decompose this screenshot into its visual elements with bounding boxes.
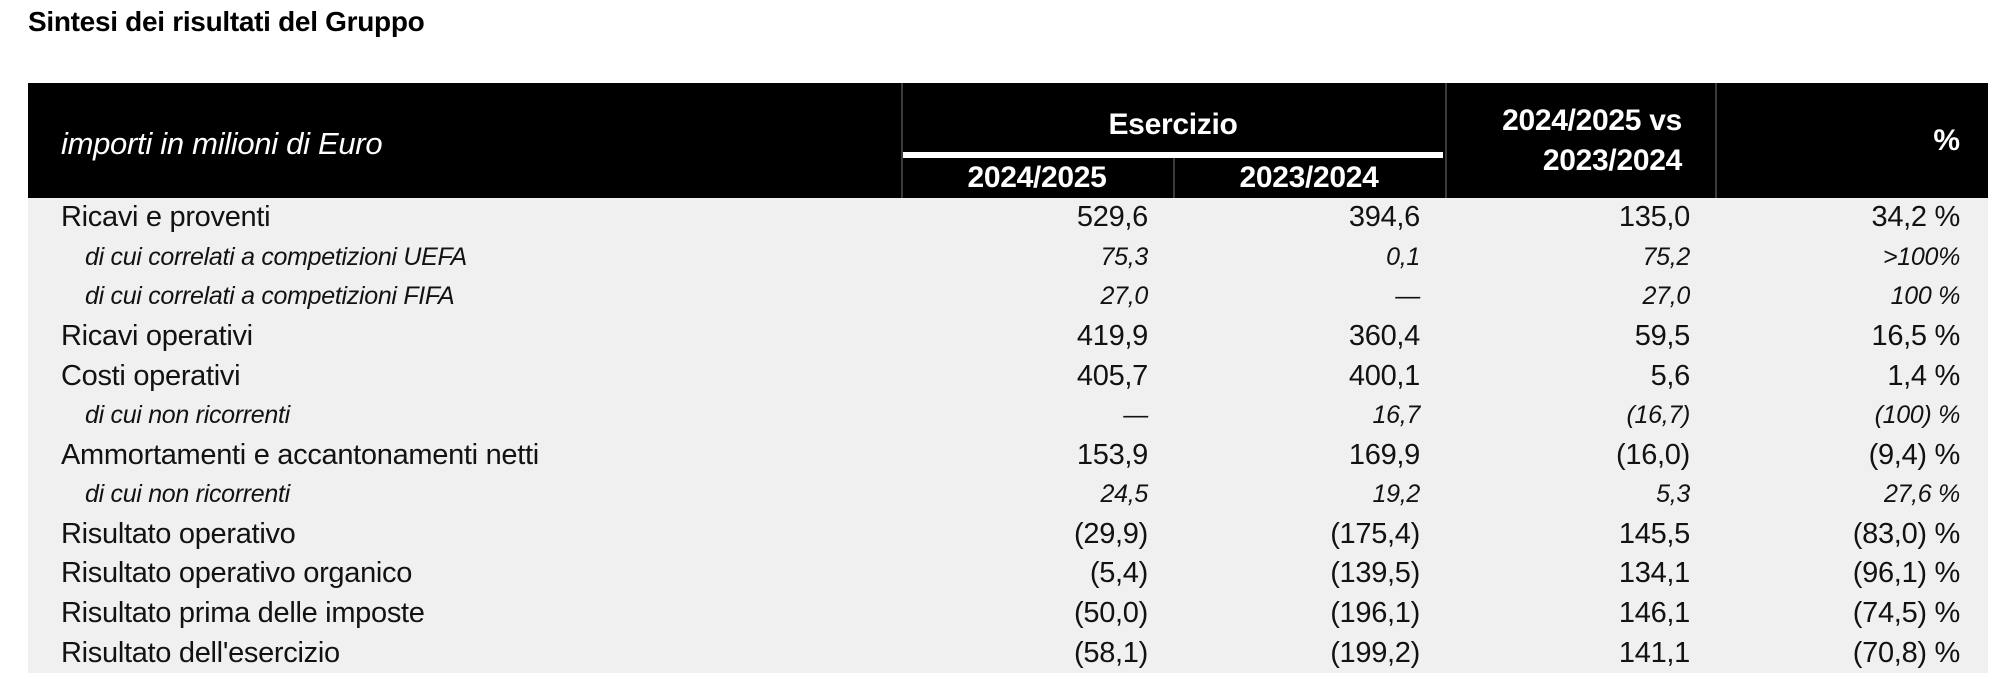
value-delta: (16,0) [1616, 438, 1690, 471]
value-2023-2024: 0,1 [1386, 242, 1420, 271]
table-row: Ricavi operativi 419,9 360,4 59,5 16,5 % [28, 317, 1988, 357]
row-label: Risultato operativo organico [61, 557, 413, 590]
value-2024-2025: 529,6 [1076, 201, 1148, 234]
value-percent: >100% [1882, 242, 1960, 271]
row-label: Costi operativi [61, 359, 241, 392]
value-delta: 141,1 [1618, 636, 1690, 669]
value-delta: (16,7) [1626, 401, 1690, 430]
row-label: di cui correlati a competizioni UEFA [85, 242, 467, 271]
value-percent: 1,4 % [1887, 359, 1960, 392]
value-percent: 16,5 % [1871, 320, 1961, 353]
value-2024-2025: 419,9 [1076, 320, 1148, 353]
column-group-esercizio: Esercizio [1108, 107, 1238, 141]
value-percent: (70,8) % [1852, 636, 1961, 669]
value-delta: 145,5 [1618, 517, 1690, 550]
group-results-table: importi in milioni di Euro Esercizio 202… [28, 83, 1988, 673]
table-header: importi in milioni di Euro Esercizio 202… [28, 83, 1988, 198]
vs-label-line1: 2024/2025 vs [1502, 103, 1682, 137]
row-label: Risultato operativo [61, 517, 296, 550]
row-label: Risultato dell'esercizio [61, 636, 340, 669]
header-divider [1173, 158, 1175, 198]
value-delta: 75,2 [1642, 242, 1691, 271]
value-2023-2024: 400,1 [1348, 359, 1420, 392]
row-label: Risultato prima delle imposte [61, 597, 425, 630]
value-2023-2024: 19,2 [1372, 480, 1421, 509]
value-2023-2024: 169,9 [1348, 438, 1420, 471]
table-row: Ricavi e proventi 529,6 394,6 135,0 34,2 % [28, 198, 1988, 238]
unit-label: importi in milioni di Euro [61, 125, 383, 161]
table-row: di cui non ricorrenti — 16,7 (16,7) (100) % [28, 396, 1988, 436]
value-2023-2024: 394,6 [1348, 201, 1420, 234]
table-row: Risultato operativo (29,9) (175,4) 145,5 (83… [28, 515, 1988, 555]
value-2023-2024: 16,7 [1372, 401, 1421, 430]
row-label: di cui non ricorrenti [85, 401, 290, 430]
value-2024-2025: 24,5 [1100, 480, 1149, 509]
value-2024-2025: (5,4) [1089, 557, 1148, 590]
column-header-2024-2025: 2024/2025 [967, 161, 1107, 194]
value-2024-2025: 405,7 [1076, 359, 1148, 392]
header-divider [1445, 83, 1447, 198]
value-2024-2025: (58,1) [1074, 636, 1148, 669]
row-label: Ricavi e proventi [61, 201, 271, 234]
value-percent: (96,1) % [1852, 557, 1961, 590]
header-divider [901, 83, 903, 198]
value-delta: 135,0 [1618, 201, 1690, 234]
table-row: Risultato dell'esercizio (58,1) (199,2) 141… [28, 633, 1988, 673]
value-2024-2025: 75,3 [1100, 242, 1149, 271]
value-2023-2024: 360,4 [1348, 320, 1420, 353]
header-divider [1715, 83, 1717, 198]
row-label: Ammortamenti e accantonamenti netti [61, 438, 539, 471]
row-label: di cui correlati a competizioni FIFA [85, 282, 455, 311]
value-delta: 59,5 [1634, 320, 1691, 353]
table-row: di cui non ricorrenti 24,5 19,2 5,3 27,6 % [28, 475, 1988, 515]
value-2024-2025: 27,0 [1100, 282, 1149, 311]
table-row: Costi operativi 405,7 400,1 5,6 1,4 % [28, 356, 1988, 396]
value-percent: (100) % [1874, 401, 1961, 430]
table-row: di cui correlati a competizioni FIFA 27,0… [28, 277, 1988, 317]
value-delta: 5,3 [1656, 480, 1690, 509]
row-label: di cui non ricorrenti [85, 480, 290, 509]
value-percent: 100 % [1890, 282, 1961, 311]
table-row: Risultato operativo organico (5,4) (139,5)… [28, 554, 1988, 594]
value-percent: (9,4) % [1868, 438, 1961, 471]
value-percent: (83,0) % [1852, 517, 1961, 550]
esercizio-underline [903, 152, 1443, 158]
value-percent: 34,2 % [1871, 201, 1961, 234]
value-delta: 5,6 [1650, 359, 1691, 392]
value-2023-2024: (196,1) [1330, 597, 1420, 630]
value-delta: 134,1 [1618, 557, 1690, 590]
column-header-2023-2024: 2023/2024 [1239, 161, 1379, 194]
value-2023-2024: (199,2) [1330, 636, 1420, 669]
vs-label-line2: 2023/2024 [1542, 143, 1682, 177]
value-percent: 27,6 % [1883, 480, 1960, 509]
table-row: Risultato prima delle imposte (50,0) (196,… [28, 594, 1988, 634]
value-2023-2024: (175,4) [1330, 517, 1420, 550]
value-delta: 146,1 [1618, 597, 1690, 630]
table-row: Ammortamenti e accantonamenti netti 153,9… [28, 435, 1988, 475]
column-header-percent: % [1933, 123, 1960, 157]
row-label: Ricavi operativi [61, 320, 253, 353]
value-2024-2025: (29,9) [1074, 517, 1148, 550]
value-2023-2024: — [1395, 282, 1420, 311]
table-body: Ricavi e proventi 529,6 394,6 135,0 34,2 % di… [28, 198, 1988, 673]
value-percent: (74,5) % [1852, 597, 1961, 630]
value-2024-2025: (50,0) [1074, 597, 1148, 630]
column-header-vs: 2024/2025 vs 2023/2024 [1445, 83, 1715, 198]
value-2024-2025: — [1123, 401, 1148, 430]
value-2024-2025: 153,9 [1076, 438, 1148, 471]
value-delta: 27,0 [1642, 282, 1691, 311]
page-title: Sintesi dei risultati del Gruppo [28, 6, 425, 37]
value-2023-2024: (139,5) [1330, 557, 1420, 590]
table-row: di cui correlati a competizioni UEFA 75,3… [28, 238, 1988, 278]
